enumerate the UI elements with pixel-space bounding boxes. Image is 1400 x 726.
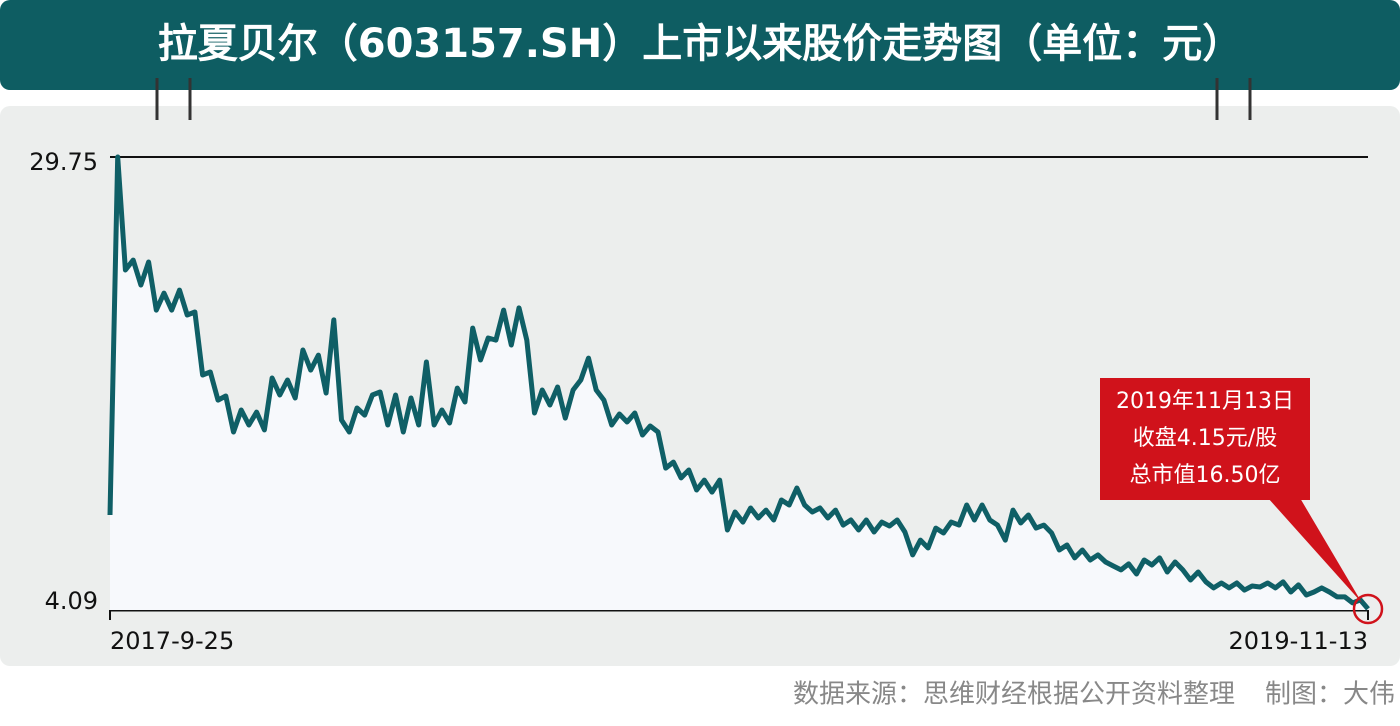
chart-title: 拉夏贝尔（603157.SH）上市以来股价走势图（单位：元） xyxy=(158,21,1242,67)
annotation: 2019年11月13日 xyxy=(1116,389,1294,414)
y-tick-label: 29.75 xyxy=(29,148,98,176)
area xyxy=(110,157,1368,610)
hangers xyxy=(155,78,1252,120)
callout-pointer xyxy=(1268,498,1362,603)
source: 数据来源：思维财经根据公开资料整理 xyxy=(793,680,1235,710)
annotation: 收盘4.15元/股 xyxy=(1133,426,1277,451)
title-bar xyxy=(0,0,1400,90)
callout-box xyxy=(1100,378,1310,500)
x-tick-label: 2017-9-25 xyxy=(110,627,234,655)
x-tick-label: 2019-11-13 xyxy=(1229,627,1368,655)
y-tick-label: 4.09 xyxy=(45,587,98,615)
credit: 制图：大伟 xyxy=(1265,680,1395,710)
end-marker xyxy=(1352,593,1384,625)
annotation: 总市值16.50亿 xyxy=(1130,463,1281,488)
line xyxy=(107,154,1370,611)
